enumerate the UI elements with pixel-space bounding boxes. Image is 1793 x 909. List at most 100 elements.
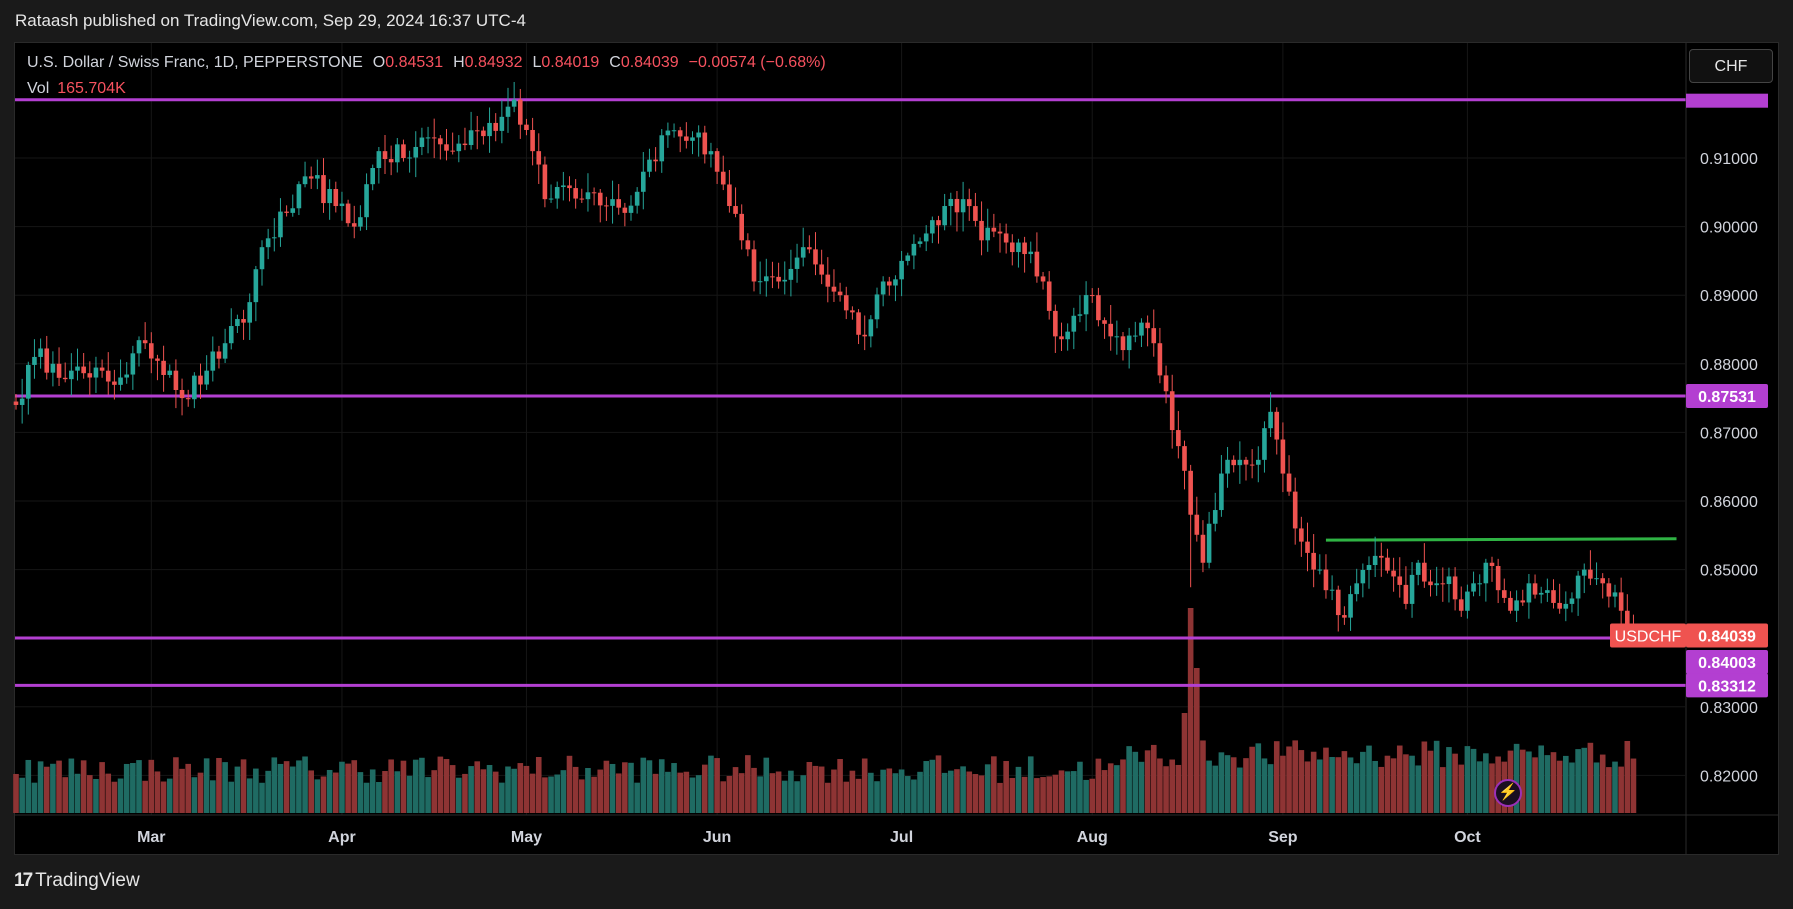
volume-label[interactable]: Vol bbox=[27, 80, 50, 97]
volume-bar bbox=[25, 759, 32, 813]
volume-bar bbox=[1003, 761, 1009, 813]
volume-bar bbox=[394, 771, 401, 813]
candle-body bbox=[204, 370, 209, 385]
volume-bar bbox=[425, 777, 431, 813]
volume-bar bbox=[1255, 743, 1262, 813]
last-price-tag: 0.84039 bbox=[1698, 629, 1756, 646]
volume-bar bbox=[1323, 747, 1329, 813]
candle-body bbox=[315, 175, 320, 179]
volume-bar bbox=[1181, 713, 1188, 813]
candle-body bbox=[1440, 583, 1446, 585]
candle-body bbox=[1108, 323, 1113, 337]
candle-body bbox=[548, 198, 554, 200]
currency-button[interactable]: CHF bbox=[1689, 49, 1773, 83]
candle-body bbox=[616, 199, 621, 208]
volume-bar bbox=[935, 755, 942, 813]
candle-body bbox=[401, 144, 406, 158]
candle-body bbox=[1157, 343, 1163, 376]
volume-bar bbox=[855, 778, 862, 813]
volume-bar bbox=[591, 776, 597, 813]
candle-body bbox=[112, 381, 117, 385]
chart-area[interactable] bbox=[14, 42, 1779, 855]
volume-bar bbox=[1347, 757, 1354, 813]
candle-body bbox=[93, 367, 99, 378]
chart-legend: U.S. Dollar / Swiss Franc, 1D, PEPPERSTO… bbox=[27, 54, 836, 72]
tradingview-footer[interactable]: 17 TradingView bbox=[14, 870, 140, 892]
candle-body bbox=[991, 227, 997, 232]
candle-body bbox=[585, 192, 591, 200]
candle-body bbox=[358, 217, 363, 227]
candle-body bbox=[259, 247, 265, 270]
volume-bar bbox=[111, 781, 118, 813]
volume-bar bbox=[640, 757, 647, 813]
level-price-tag: 0.83312 bbox=[1698, 678, 1756, 695]
time-tick-label: Jun bbox=[703, 829, 731, 846]
candle-body bbox=[142, 340, 148, 344]
candle-body bbox=[622, 207, 628, 213]
price-axis: 0.91000 0.90000 0.89000 0.88000 0.87000 0.860… bbox=[15, 43, 1778, 854]
candle-body bbox=[1231, 459, 1236, 466]
volume-bar bbox=[1532, 757, 1538, 813]
open-value: 0.84531 bbox=[385, 54, 444, 71]
candle-body bbox=[272, 237, 277, 239]
candle-body bbox=[1274, 411, 1280, 440]
candle-body bbox=[1581, 569, 1587, 576]
candle-body bbox=[247, 302, 252, 323]
volume-bar bbox=[861, 758, 868, 813]
volume-bar bbox=[1544, 755, 1551, 813]
candle-body bbox=[1200, 534, 1206, 563]
candle-body bbox=[1096, 295, 1101, 321]
volume-bar bbox=[1218, 752, 1225, 813]
volume-bar bbox=[529, 773, 536, 813]
volume-bar bbox=[898, 769, 905, 813]
candle-body bbox=[1225, 459, 1230, 474]
candle-body bbox=[198, 375, 203, 385]
volume-bar bbox=[954, 769, 960, 813]
volume-bar bbox=[1009, 778, 1016, 813]
volume-bar bbox=[363, 782, 370, 813]
volume-bar bbox=[191, 777, 198, 813]
candle-body bbox=[69, 370, 74, 380]
top-level-price-tag bbox=[1686, 93, 1768, 108]
candle-body bbox=[720, 171, 726, 185]
candle-body bbox=[376, 151, 382, 169]
publish-header: Rataash published on TradingView.com, Se… bbox=[0, 0, 1793, 42]
candle-body bbox=[518, 99, 523, 125]
candle-body bbox=[321, 175, 326, 204]
candle-body bbox=[930, 220, 935, 234]
volume-bar bbox=[1513, 743, 1520, 813]
candle-body bbox=[905, 255, 911, 261]
volume-bar bbox=[966, 771, 973, 813]
candle-body bbox=[1262, 428, 1267, 460]
volume-bar bbox=[1593, 762, 1600, 813]
volume-bar bbox=[1563, 755, 1569, 813]
volume-bar bbox=[843, 781, 850, 813]
candle-body bbox=[794, 257, 800, 269]
candle-body bbox=[1625, 610, 1630, 627]
candle-body bbox=[364, 184, 369, 218]
candle-body bbox=[776, 276, 781, 282]
volume-bar bbox=[179, 768, 185, 813]
volume-bar bbox=[326, 769, 333, 813]
symbol-title[interactable]: U.S. Dollar / Swiss Franc, 1D, PEPPERSTO… bbox=[27, 54, 363, 71]
volume-bar bbox=[1267, 764, 1274, 813]
candle-body bbox=[997, 231, 1003, 234]
volume-bar bbox=[283, 761, 290, 813]
candle-body bbox=[665, 130, 671, 136]
candle-body bbox=[216, 351, 222, 359]
candle-body bbox=[1471, 583, 1476, 592]
candle-body bbox=[1465, 591, 1470, 611]
volume-bar bbox=[1519, 749, 1526, 813]
candle-body bbox=[899, 260, 904, 280]
volume-bar bbox=[1310, 751, 1317, 813]
volume-bar bbox=[566, 755, 573, 813]
candle-body bbox=[333, 189, 339, 207]
candle-body bbox=[124, 374, 129, 378]
volume-bar bbox=[1138, 761, 1145, 813]
candle-body bbox=[936, 220, 941, 226]
lightning-bolt-icon[interactable]: ⚡ bbox=[1494, 779, 1522, 807]
volume-bar bbox=[917, 771, 923, 813]
volume-bar bbox=[892, 773, 899, 813]
candle-body bbox=[1311, 552, 1316, 570]
